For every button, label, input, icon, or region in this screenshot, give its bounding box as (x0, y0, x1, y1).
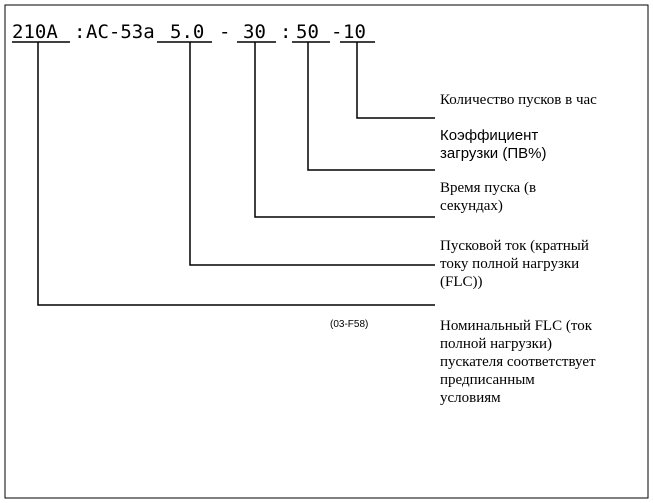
code-sep: : (280, 21, 291, 43)
label-line: току полной нагрузки (440, 256, 579, 272)
labels: Количество пусков в час Коэффициентзагруз… (440, 92, 597, 406)
code-duty: 50 (296, 21, 319, 43)
label-line: условиям (440, 390, 501, 406)
code-time: 30 (243, 21, 266, 43)
label-line: загрузки (ПВ%) (440, 145, 546, 162)
label-line: Время пуска (в (440, 180, 536, 196)
leader-line (189, 42, 435, 266)
leader-line (254, 42, 435, 218)
label-line: (FLC)) (440, 274, 483, 290)
code-rating: 210A (12, 21, 58, 43)
label-line: пускателя соответствует (440, 354, 596, 370)
leader-line (37, 42, 435, 306)
label-line: секундах) (440, 198, 503, 214)
code-category: AC-53a (86, 21, 155, 43)
label-line: Пусковой ток (кратный (440, 238, 589, 254)
code-starts: 10 (343, 21, 366, 43)
leader-line (307, 42, 435, 171)
code-line: 210A : AC-53a 5.0 - 30 : 50 - 10 (12, 21, 375, 43)
code-dash: - (219, 21, 230, 43)
figure-id: (03-F58) (330, 319, 368, 330)
code-current: 5.0 (170, 21, 204, 43)
code-sep: : (74, 21, 85, 43)
label-line: Количество пусков в час (440, 92, 597, 108)
label-line: Коэффициент (440, 127, 538, 144)
label-line: предписанным (440, 372, 535, 388)
label-line: полной нагрузки) (440, 336, 552, 352)
leader-line (356, 42, 435, 119)
label-line: Номинальный FLC (ток (440, 318, 593, 334)
code-dash: - (331, 21, 342, 43)
frame (4, 4, 649, 499)
